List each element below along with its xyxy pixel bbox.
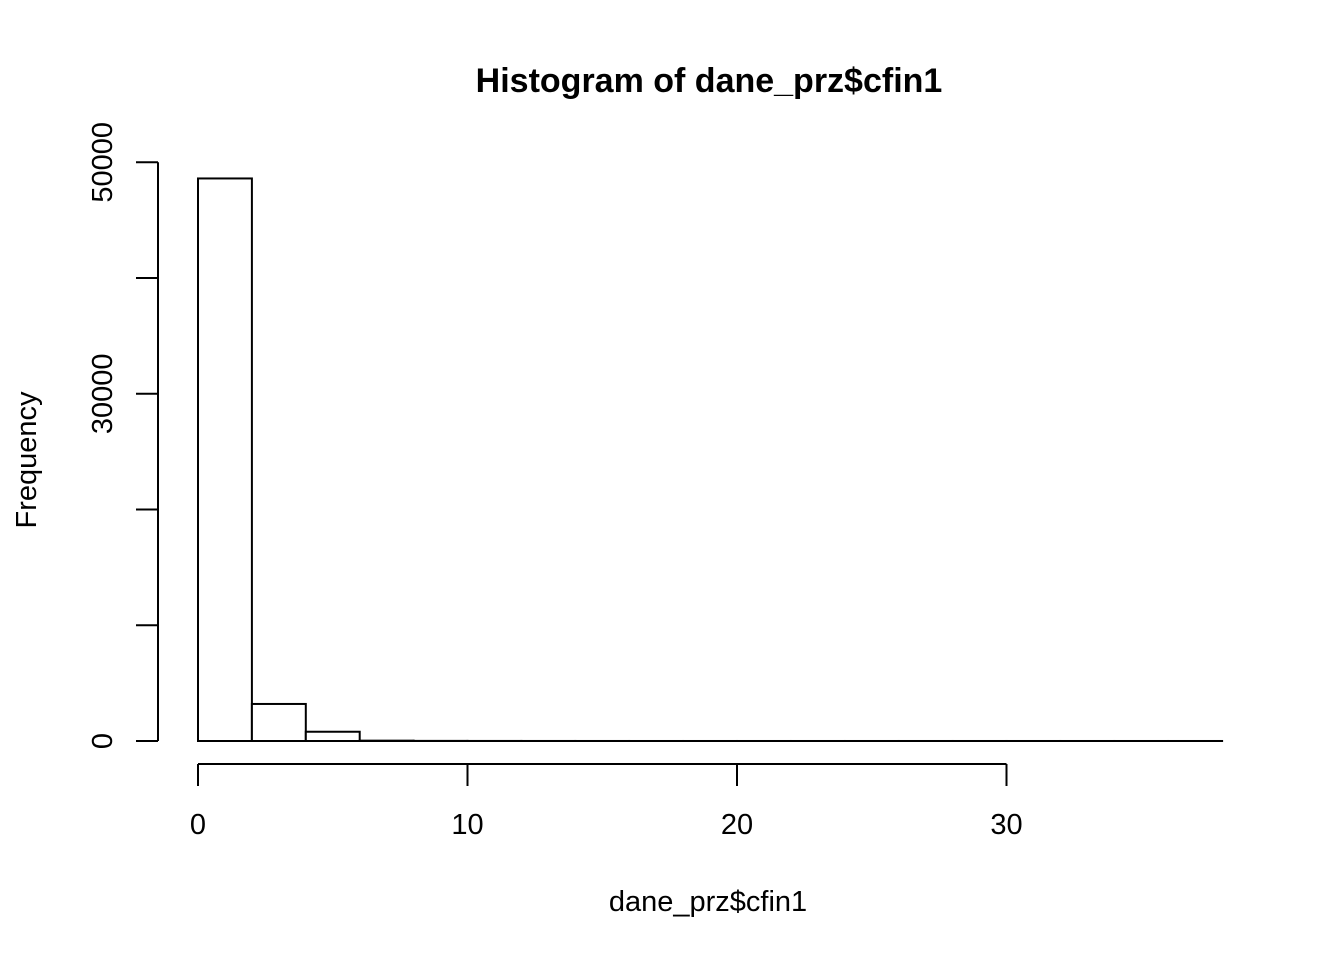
x-tick-label: 10	[451, 809, 483, 841]
y-axis-label: Frequency	[11, 391, 43, 529]
y-axis: 0 30000 50000	[87, 122, 159, 749]
x-tick-label: 20	[721, 809, 753, 841]
x-axis-label: dane_prz$cfin1	[609, 886, 807, 918]
x-tick-label: 30	[990, 809, 1022, 841]
chart-title: Histogram of dane_prz$cfin1	[476, 62, 943, 100]
x-axis: 0 10 20 30	[190, 763, 1023, 841]
histogram-bar	[197, 177, 253, 742]
histogram-bars	[197, 177, 1224, 743]
y-tick-label: 30000	[87, 353, 119, 434]
x-tick-label: 0	[190, 809, 206, 841]
y-tick-label: 0	[87, 733, 119, 749]
y-tick-label: 50000	[87, 122, 119, 203]
histogram-bar	[304, 730, 361, 742]
histogram-bar	[250, 702, 307, 743]
